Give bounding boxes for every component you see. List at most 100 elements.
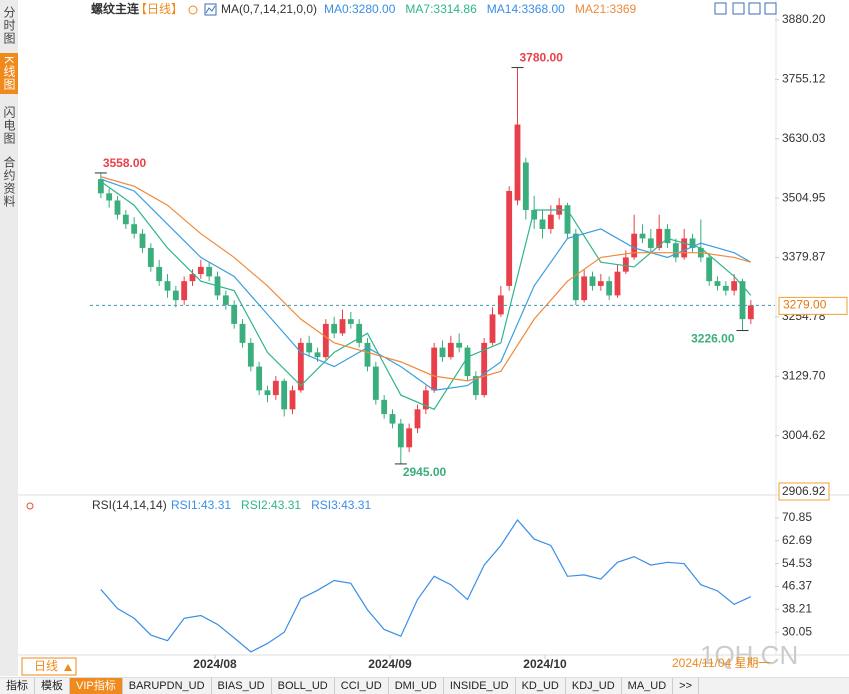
window-icons [714, 2, 777, 15]
x-tick-label: 2024/09 [368, 657, 412, 671]
candle-body [147, 247, 154, 267]
toolbar-item[interactable]: >> [673, 678, 700, 694]
candle-body [97, 179, 104, 194]
candle-body [197, 266, 204, 275]
candle-body [122, 214, 129, 225]
period[interactable]: 【日线】 [135, 2, 183, 16]
candle-body [631, 233, 638, 258]
line [100, 178, 752, 391]
legend-entry: MA14:3368.00 [487, 2, 565, 16]
y-tick-label: 3630.03 [782, 131, 826, 145]
axis-low-label: 2906.92 [782, 484, 826, 498]
y-tick-label: 62.69 [782, 533, 812, 547]
rsi-icon[interactable] [26, 502, 34, 510]
candle-body [681, 238, 688, 258]
candle-body [639, 233, 646, 239]
candle-body [656, 228, 663, 248]
candle-body [606, 281, 613, 296]
toolbar: 指标 模板 VIP指标 BARUPDN_UD BIAS_UD BOLL_UD CCI_UD D… [0, 677, 849, 694]
candle-body [672, 243, 679, 258]
legend-entry: MA21:3369 [575, 2, 637, 16]
toolbar-item[interactable]: BARUPDN_UD [123, 678, 212, 694]
candle-body [306, 342, 313, 353]
current-price-label: 3279.00 [783, 298, 827, 312]
icon[interactable] [748, 2, 761, 15]
candle-body [356, 323, 363, 343]
candle-body [581, 276, 588, 301]
add-icon[interactable] [188, 5, 198, 15]
candle-body [664, 228, 671, 244]
toolbar-item[interactable]: KD_UD [516, 678, 566, 694]
candle-body [714, 281, 721, 286]
candle-body [239, 323, 246, 343]
y-tick-label: 46.37 [782, 579, 812, 593]
chart-title: 螺纹主连 [91, 1, 140, 16]
side-tab[interactable]: 合约资料 [2, 156, 16, 208]
candle-body [489, 314, 496, 343]
y-tick-label: 3880.20 [782, 12, 826, 26]
extreme-label: 3226.00 [691, 332, 735, 346]
side-tab[interactable]: 闪电图 [2, 106, 16, 145]
candle-body [564, 205, 571, 234]
candle-body [731, 281, 738, 291]
toolbar-item[interactable]: CCI_UD [335, 678, 389, 694]
candle-body [372, 366, 379, 400]
x-tick-label: 2024/08 [193, 657, 237, 671]
ma-icon[interactable] [204, 3, 217, 16]
legend-entry: RSI1:43.31 [171, 498, 231, 512]
icon[interactable] [732, 2, 745, 15]
price-box [778, 482, 830, 501]
toolbar-item[interactable]: DMI_UD [389, 678, 444, 694]
toolbar-item[interactable]: 模板 [35, 678, 70, 694]
y-tick-label: 3504.95 [782, 190, 826, 204]
candle-body [531, 209, 538, 220]
y-tick-label: 3129.70 [782, 368, 826, 382]
candle-body [289, 390, 296, 410]
extreme-label: 3780.00 [520, 51, 564, 65]
icon[interactable] [764, 2, 777, 15]
toolbar-item[interactable]: KDJ_UD [566, 678, 622, 694]
line [100, 519, 752, 653]
candle-body [156, 266, 163, 282]
side-tab[interactable]: 分时图 [2, 6, 16, 45]
toolbar-item[interactable]: 指标 [0, 678, 35, 694]
indicator: MA(0,7,14,21,0,0) [221, 2, 317, 16]
toolbar-item[interactable]: BIAS_UD [212, 678, 272, 694]
period-tab-label[interactable]: 日线 [34, 659, 58, 673]
candle-body [114, 200, 121, 215]
candle-body [647, 238, 654, 248]
line [100, 180, 752, 411]
candle-body [539, 219, 546, 229]
toolbar-item[interactable]: VIP指标 [70, 678, 123, 694]
toolbar-item[interactable]: BOLL_UD [272, 678, 335, 694]
candle-body [472, 376, 479, 396]
toolbar-item[interactable]: INSIDE_UD [444, 678, 516, 694]
y-tick-label: 3379.87 [782, 250, 826, 264]
legend-entry: MA7:3314.86 [405, 2, 477, 16]
candle-body [364, 342, 371, 367]
candle-body [164, 281, 171, 291]
candle-body [506, 190, 513, 286]
candle-body [264, 390, 271, 396]
extreme-label: 3558.00 [103, 156, 147, 170]
side-tab[interactable]: K线图 [0, 53, 18, 95]
candle-body [439, 347, 446, 358]
candle-body [139, 233, 146, 248]
candle-body [447, 342, 454, 358]
candle-body [131, 224, 138, 234]
x-tick-label: 2024/10 [523, 657, 567, 671]
y-tick-label: 3004.62 [782, 428, 826, 442]
y-tick-label: 70.85 [782, 510, 812, 524]
candle-body [281, 380, 288, 410]
period-tab[interactable] [21, 657, 77, 676]
candle-body [272, 380, 279, 396]
candle-body [747, 305, 754, 320]
icon[interactable] [714, 2, 727, 15]
toolbar-item[interactable]: MA_UD [622, 678, 674, 694]
candle-body [622, 257, 629, 272]
candle-body [181, 281, 188, 301]
candle-body [414, 409, 421, 429]
candle-body [589, 276, 596, 286]
legend-entry: MA0:3280.00 [324, 2, 396, 16]
